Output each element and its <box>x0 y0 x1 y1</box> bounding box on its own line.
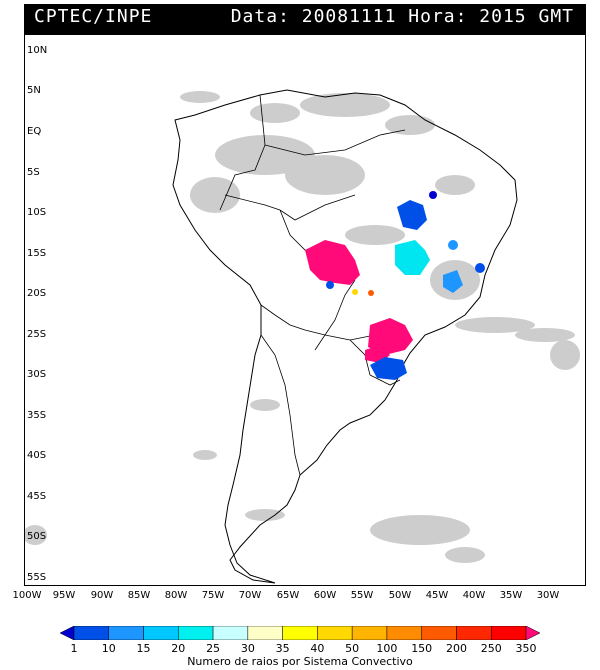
colorbar-segment <box>178 626 214 640</box>
colorbar-tick-label: 200 <box>445 642 467 655</box>
lat-label: 5N <box>27 85 41 96</box>
colorbar-segment <box>212 626 249 640</box>
minas-cluster <box>443 270 463 293</box>
lon-label: 85W <box>127 590 151 601</box>
lon-label: 95W <box>52 590 76 601</box>
lon-label: 50W <box>388 590 412 601</box>
lon-label: 45W <box>425 590 449 601</box>
colorbar-segment <box>108 626 144 640</box>
colorbar-tick-label: 50 <box>345 642 360 655</box>
lon-label: 75W <box>201 590 225 601</box>
colorbar-tick-label: 30 <box>240 642 255 655</box>
mato-grosso-cluster <box>305 240 360 285</box>
map-frame: 10N 5N EQ 5S 10S 15S 20S 25S 30S 35S 40S… <box>24 34 586 586</box>
small-cell <box>326 281 334 289</box>
lon-label: 90W <box>90 590 114 601</box>
small-cell <box>448 240 458 250</box>
colorbar-tick-label: 25 <box>206 642 221 655</box>
datetime-label: Data: 20081111 Hora: 2015 GMT <box>230 6 574 27</box>
map-canvas <box>25 89 580 584</box>
colorbar-tick-label: 100 <box>376 642 398 655</box>
small-cell <box>429 191 437 199</box>
colorbar-segment <box>456 626 492 640</box>
colorbar-title: Numero de raios por Sistema Convectivo <box>187 655 413 668</box>
colorbar-segment <box>60 626 75 640</box>
cloud-cover <box>25 91 580 563</box>
lon-label: 80W <box>164 590 188 601</box>
lat-label: 10S <box>27 207 47 218</box>
lat-label: EQ <box>27 126 42 137</box>
small-cell <box>368 290 374 296</box>
colorbar-segment <box>386 626 422 640</box>
lat-label: 35S <box>27 410 47 421</box>
colorbar-legend: 1 10 15 20 25 30 35 40 50 100 150 200 250 350 Numero … <box>0 626 600 670</box>
source-label: CPTEC/INPE <box>34 6 153 27</box>
bahia-cluster <box>397 200 427 230</box>
lon-label: 70W <box>238 590 262 601</box>
lon-label: 30W <box>536 590 560 601</box>
colorbar-segment <box>351 626 388 640</box>
colorbar-tick-label: 1 <box>70 642 78 655</box>
colorbar-tick-label: 20 <box>171 642 186 655</box>
lat-label: 20S <box>27 288 47 299</box>
colorbar-segment <box>247 626 283 640</box>
colorbar-segment <box>525 626 540 640</box>
colorbar-segment <box>143 626 179 640</box>
lat-label: 55S <box>27 572 47 583</box>
lat-label: 40S <box>27 450 47 461</box>
lon-label: 40W <box>462 590 486 601</box>
colorbar-tick-label: 350 <box>515 642 537 655</box>
lon-label: 100W <box>12 590 42 601</box>
lon-label: 35W <box>499 590 523 601</box>
lat-label: 5S <box>27 167 40 178</box>
colorbar-segment <box>317 626 353 640</box>
central-brazil-cluster <box>395 240 430 275</box>
colorbar-segment <box>282 626 318 640</box>
lat-label: 45S <box>27 491 47 502</box>
colorbar-tick-label: 40 <box>310 642 325 655</box>
colorbar-tick-label: 250 <box>480 642 502 655</box>
colorbar-tick-label: 35 <box>275 642 290 655</box>
lon-label: 55W <box>350 590 374 601</box>
map-header: CPTEC/INPE Data: 20081111 Hora: 2015 GMT <box>24 4 586 34</box>
lat-label: 25S <box>27 329 47 340</box>
colorbar-segment <box>73 626 110 640</box>
rio-grande-do-sul-cluster <box>370 357 407 380</box>
colorbar-segment <box>421 626 457 640</box>
lat-label: 50S <box>27 531 47 542</box>
lon-label: 60W <box>313 590 337 601</box>
lat-label: 15S <box>27 248 47 259</box>
lightning-cells <box>305 191 485 380</box>
colorbar-segment <box>490 626 527 640</box>
colorbar-tick-label: 10 <box>101 642 116 655</box>
small-cell <box>475 263 485 273</box>
lon-label: 65W <box>276 590 300 601</box>
colorbar <box>60 626 540 640</box>
colorbar-tick-label: 15 <box>136 642 151 655</box>
small-cell <box>352 289 358 295</box>
colorbar-tick-label: 150 <box>411 642 433 655</box>
lat-label: 30S <box>27 369 47 380</box>
lat-label: 10N <box>27 45 48 56</box>
